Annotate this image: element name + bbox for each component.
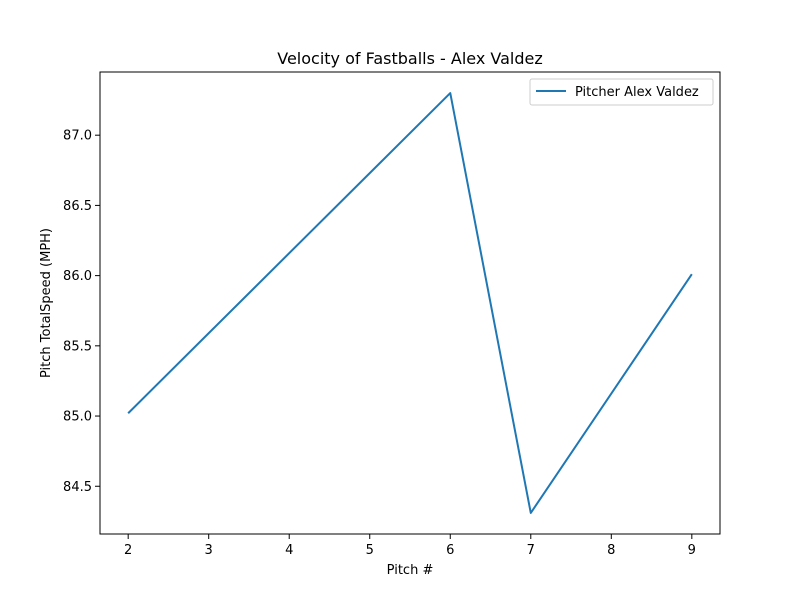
data-point [127,412,129,414]
x-axis: 2 3 4 5 6 7 8 9 [124,534,696,558]
y-tick-label: 86.5 [63,199,92,214]
x-tick-label: 6 [446,543,454,558]
series-layer [127,92,693,514]
legend-label: Pitcher Alex Valdez [575,85,699,100]
x-tick-label: 8 [607,543,615,558]
x-tick-label: 7 [527,543,535,558]
x-tick-label: 2 [124,543,132,558]
plot-frame [99,71,721,535]
data-point [449,92,451,94]
x-axis-label: Pitch # [387,563,434,578]
plot-area [99,71,721,535]
x-tick-label: 5 [366,543,374,558]
series-line [127,92,693,514]
data-point [530,512,532,514]
y-tick-label: 86.0 [63,269,92,284]
x-tick-label: 9 [688,543,696,558]
y-tick-label: 87.0 [63,129,92,144]
x-tick-label: 3 [205,543,213,558]
y-tick-label: 85.0 [63,410,92,425]
legend-box [529,78,714,106]
y-axis: 84.5 85.0 85.5 86.0 86.5 87.0 [63,129,100,495]
x-tick-label: 4 [285,543,293,558]
y-axis-label: Pitch TotalSpeed (MPH) [39,228,54,378]
legend: Pitcher Alex Valdez [529,78,714,106]
data-point [691,273,693,275]
y-tick-label: 84.5 [63,480,92,495]
y-tick-label: 85.5 [63,339,92,354]
chart-title: Velocity of Fastballs - Alex Valdez [277,49,543,68]
